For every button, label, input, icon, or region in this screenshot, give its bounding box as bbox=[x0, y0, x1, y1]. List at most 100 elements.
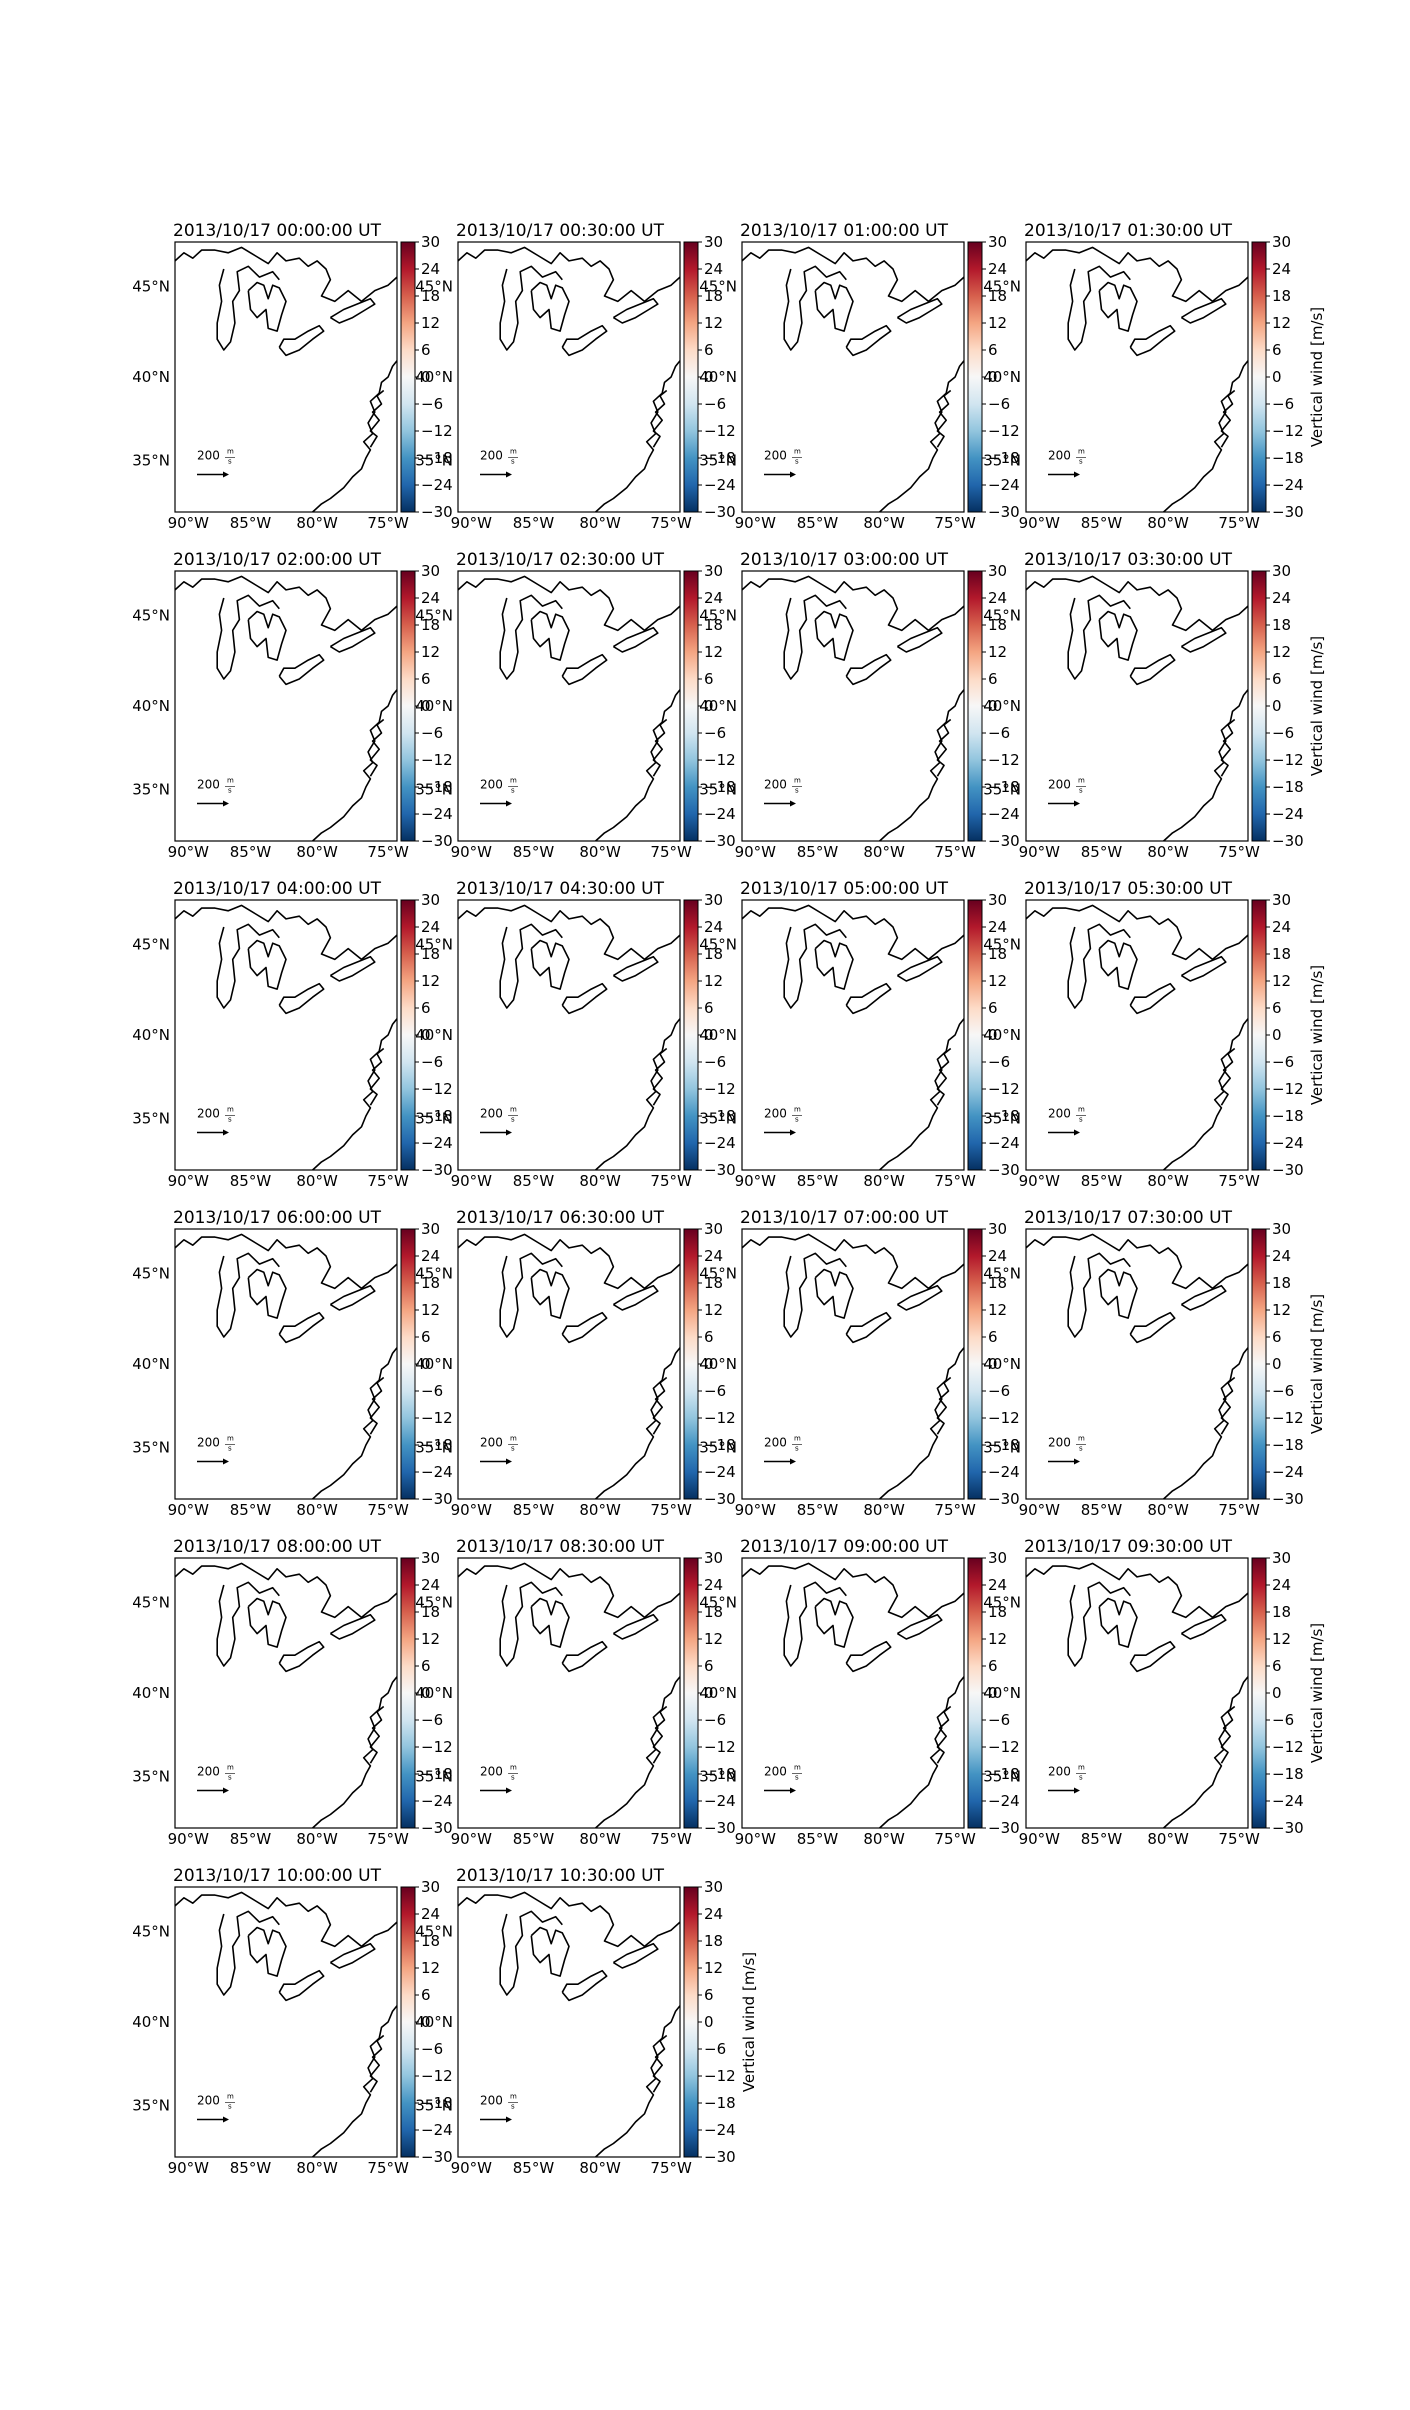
colorbar-tick-label: −18 bbox=[421, 2094, 453, 2112]
colorbar-tick-label: 18 bbox=[1272, 287, 1291, 305]
map-panel: 2013/10/17 04:30:00 UT 45°N 40°N 35°N 90°W 85… bbox=[415, 879, 735, 1190]
coastline bbox=[652, 1376, 668, 1435]
lon-tick-label: 80°W bbox=[579, 1501, 621, 1519]
map-panel: 2013/10/17 01:30:00 UT 45°N 40°N 35°N 90°W 85… bbox=[983, 221, 1326, 532]
coastline bbox=[369, 389, 385, 448]
colorbar-tick-label: 24 bbox=[421, 1905, 440, 1923]
colorbar-tick-label: −30 bbox=[421, 1819, 453, 1837]
lon-tick-label: 90°W bbox=[735, 1501, 777, 1519]
colorbar-tick-label: −24 bbox=[1272, 805, 1304, 823]
coastline bbox=[278, 324, 325, 357]
quiver-key-arrow-head bbox=[1074, 1458, 1080, 1465]
coastline bbox=[1220, 1705, 1236, 1764]
lat-tick-label: 45°N bbox=[983, 607, 1021, 625]
colorbar-tick-label: 24 bbox=[704, 918, 723, 936]
quiver-key-unit-den: s bbox=[795, 1116, 799, 1124]
colorbar-tick-label: −30 bbox=[421, 832, 453, 850]
coastline bbox=[1098, 939, 1138, 990]
coastline bbox=[457, 904, 681, 961]
quiver-key: 200 ms bbox=[197, 2093, 235, 2123]
colorbar bbox=[1251, 570, 1267, 842]
coastline bbox=[1220, 718, 1236, 777]
colorbar bbox=[967, 241, 983, 513]
colorbar-tick-label: 24 bbox=[704, 589, 723, 607]
colorbar bbox=[683, 1886, 699, 2158]
quiver-key-arrow-head bbox=[506, 2116, 512, 2123]
colorbar-tick-label: −24 bbox=[421, 1792, 453, 1810]
colorbar-tick-label: 12 bbox=[421, 314, 440, 332]
quiver-key-unit-den: s bbox=[795, 1774, 799, 1782]
lon-tick-label: 80°W bbox=[863, 1501, 905, 1519]
map-frame bbox=[457, 899, 681, 1171]
map-panel: 2013/10/17 08:00:00 UT 45°N 40°N 35°N 90°W 85… bbox=[132, 1537, 452, 1848]
coastline bbox=[783, 594, 847, 680]
lon-tick-label: 85°W bbox=[230, 2159, 272, 2177]
coastline bbox=[896, 626, 943, 653]
colorbar-tick-label: 24 bbox=[988, 589, 1007, 607]
colorbar-tick-label: −24 bbox=[1272, 1792, 1304, 1810]
colorbar bbox=[967, 899, 983, 1171]
quiver-key-unit-den: s bbox=[511, 2103, 515, 2111]
colorbar-tick-label: −30 bbox=[704, 832, 736, 850]
coastline bbox=[561, 1311, 608, 1344]
map-panel: 2013/10/17 00:30:00 UT 45°N 40°N 35°N 90°W 85… bbox=[415, 221, 735, 532]
lon-tick-label: 90°W bbox=[1019, 1172, 1061, 1190]
quiver-key-label: 200 bbox=[480, 2094, 503, 2108]
lon-tick-label: 85°W bbox=[797, 1172, 839, 1190]
colorbar-tick-label: −6 bbox=[704, 1382, 726, 1400]
coastline bbox=[457, 1562, 681, 1619]
colorbar-tick-label: 24 bbox=[1272, 260, 1291, 278]
map-panel: 2013/10/17 06:30:00 UT 45°N 40°N 35°N 90°W 85… bbox=[415, 1208, 735, 1519]
lon-tick-label: 75°W bbox=[1218, 1830, 1260, 1848]
quiver-key: 200 ms bbox=[480, 448, 518, 478]
coastline bbox=[845, 653, 892, 686]
colorbar-tick-label: 12 bbox=[988, 314, 1007, 332]
coastline bbox=[216, 923, 280, 1009]
colorbar-tick-label: −12 bbox=[704, 2067, 736, 2085]
colorbar-tick-label: −12 bbox=[421, 1080, 453, 1098]
coastline bbox=[369, 1705, 385, 1764]
colorbar-tick-label: 18 bbox=[1272, 616, 1291, 634]
lon-tick-label: 85°W bbox=[513, 1172, 555, 1190]
colorbar-tick-label: 0 bbox=[988, 1026, 998, 1044]
coastline bbox=[1129, 982, 1176, 1015]
colorbar-tick-label: −24 bbox=[704, 2121, 736, 2139]
coastline bbox=[247, 281, 287, 332]
quiver-key-unit-num: m bbox=[227, 1435, 234, 1443]
colorbar-tick-label: −18 bbox=[704, 1107, 736, 1125]
lon-tick-label: 90°W bbox=[1019, 1830, 1061, 1848]
panel-title: 2013/10/17 06:00:00 UT bbox=[173, 1208, 382, 1228]
coastline bbox=[1098, 1597, 1138, 1648]
colorbar-tick-label: 30 bbox=[421, 562, 440, 580]
coastline bbox=[741, 1562, 965, 1619]
colorbar-tick-label: −24 bbox=[988, 476, 1020, 494]
colorbar-tick-label: 24 bbox=[988, 260, 1007, 278]
quiver-key: 200 ms bbox=[1048, 1435, 1086, 1465]
coastline bbox=[1163, 1676, 1249, 1829]
coastline bbox=[530, 1597, 570, 1648]
map-panel: 2013/10/17 05:30:00 UT 45°N 40°N 35°N 90°W 85… bbox=[983, 879, 1326, 1190]
panel-title: 2013/10/17 07:30:00 UT bbox=[1024, 1208, 1233, 1228]
colorbar-tick-label: 18 bbox=[704, 616, 723, 634]
colorbar bbox=[400, 241, 416, 513]
colorbar-label: Vertical wind [m/s] bbox=[740, 1952, 758, 2092]
panel-title: 2013/10/17 07:00:00 UT bbox=[740, 1208, 949, 1228]
panel-title: 2013/10/17 04:30:00 UT bbox=[456, 879, 665, 899]
map-frame bbox=[174, 1228, 398, 1500]
colorbar-tick-label: −30 bbox=[1272, 1490, 1304, 1508]
coastline bbox=[499, 1910, 563, 1996]
lat-tick-label: 40°N bbox=[699, 1684, 737, 1702]
coastline bbox=[1180, 955, 1227, 982]
quiver-key-arrow-head bbox=[506, 800, 512, 807]
map-panel: 2013/10/17 09:00:00 UT 45°N 40°N 35°N 90°W 85… bbox=[699, 1537, 1019, 1848]
lon-tick-label: 80°W bbox=[296, 1172, 338, 1190]
colorbar-tick-label: 0 bbox=[1272, 1026, 1282, 1044]
colorbar-tick-label: 18 bbox=[1272, 1274, 1291, 1292]
lat-tick-label: 40°N bbox=[132, 1684, 170, 1702]
colorbar-tick-label: 30 bbox=[421, 1878, 440, 1896]
quiver-key: 200 ms bbox=[480, 777, 518, 807]
colorbar-tick-label: −6 bbox=[988, 724, 1010, 742]
lon-tick-label: 80°W bbox=[1147, 1172, 1189, 1190]
quiver-key-arrow-head bbox=[506, 1787, 512, 1794]
lat-tick-label: 45°N bbox=[132, 1923, 170, 1941]
